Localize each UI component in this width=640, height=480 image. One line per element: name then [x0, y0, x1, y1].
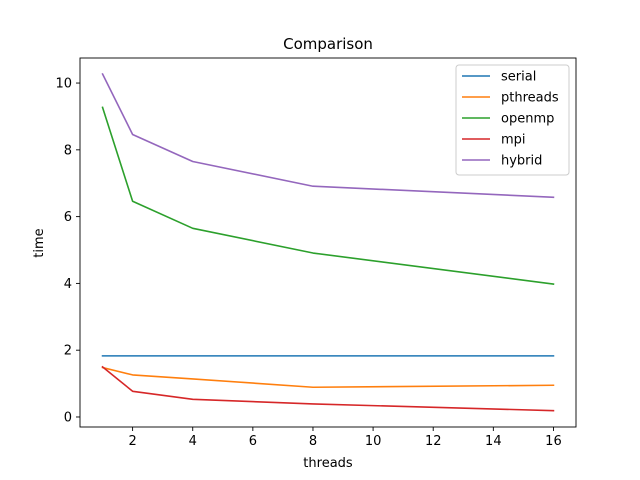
x-tick-label: 14: [485, 434, 502, 449]
x-tick-label: 12: [425, 434, 442, 449]
series-line-mpi: [101, 365, 555, 412]
series-line-pthreads: [101, 366, 555, 389]
y-tick-label: 8: [64, 143, 72, 158]
series-line-openmp: [101, 106, 555, 285]
y-axis-label: time: [32, 228, 47, 257]
legend-box: [455, 64, 570, 176]
x-tick-label: 16: [545, 434, 562, 449]
x-axis-label: threads: [303, 456, 353, 471]
legend-label-mpi: mpi: [501, 133, 526, 148]
legend-label-openmp: openmp: [501, 112, 554, 127]
x-tick-label: 4: [189, 434, 197, 449]
y-tick-label: 10: [55, 77, 72, 92]
y-tick-label: 4: [64, 277, 72, 292]
plot-frame: [79, 57, 577, 428]
x-tick-label: 6: [249, 434, 257, 449]
series-line-hybrid: [101, 72, 555, 199]
legend-label-pthreads: pthreads: [501, 91, 559, 106]
y-tick-label: 6: [64, 210, 72, 225]
chart-title: Comparison: [283, 35, 373, 53]
x-tick-label: 10: [365, 434, 382, 449]
legend-label-hybrid: hybrid: [501, 154, 542, 169]
legend-label-serial: serial: [501, 70, 536, 85]
x-tick-label: 2: [128, 434, 136, 449]
x-tick-label: 8: [309, 434, 317, 449]
y-tick-label: 0: [64, 410, 72, 425]
y-tick-label: 2: [64, 344, 72, 359]
